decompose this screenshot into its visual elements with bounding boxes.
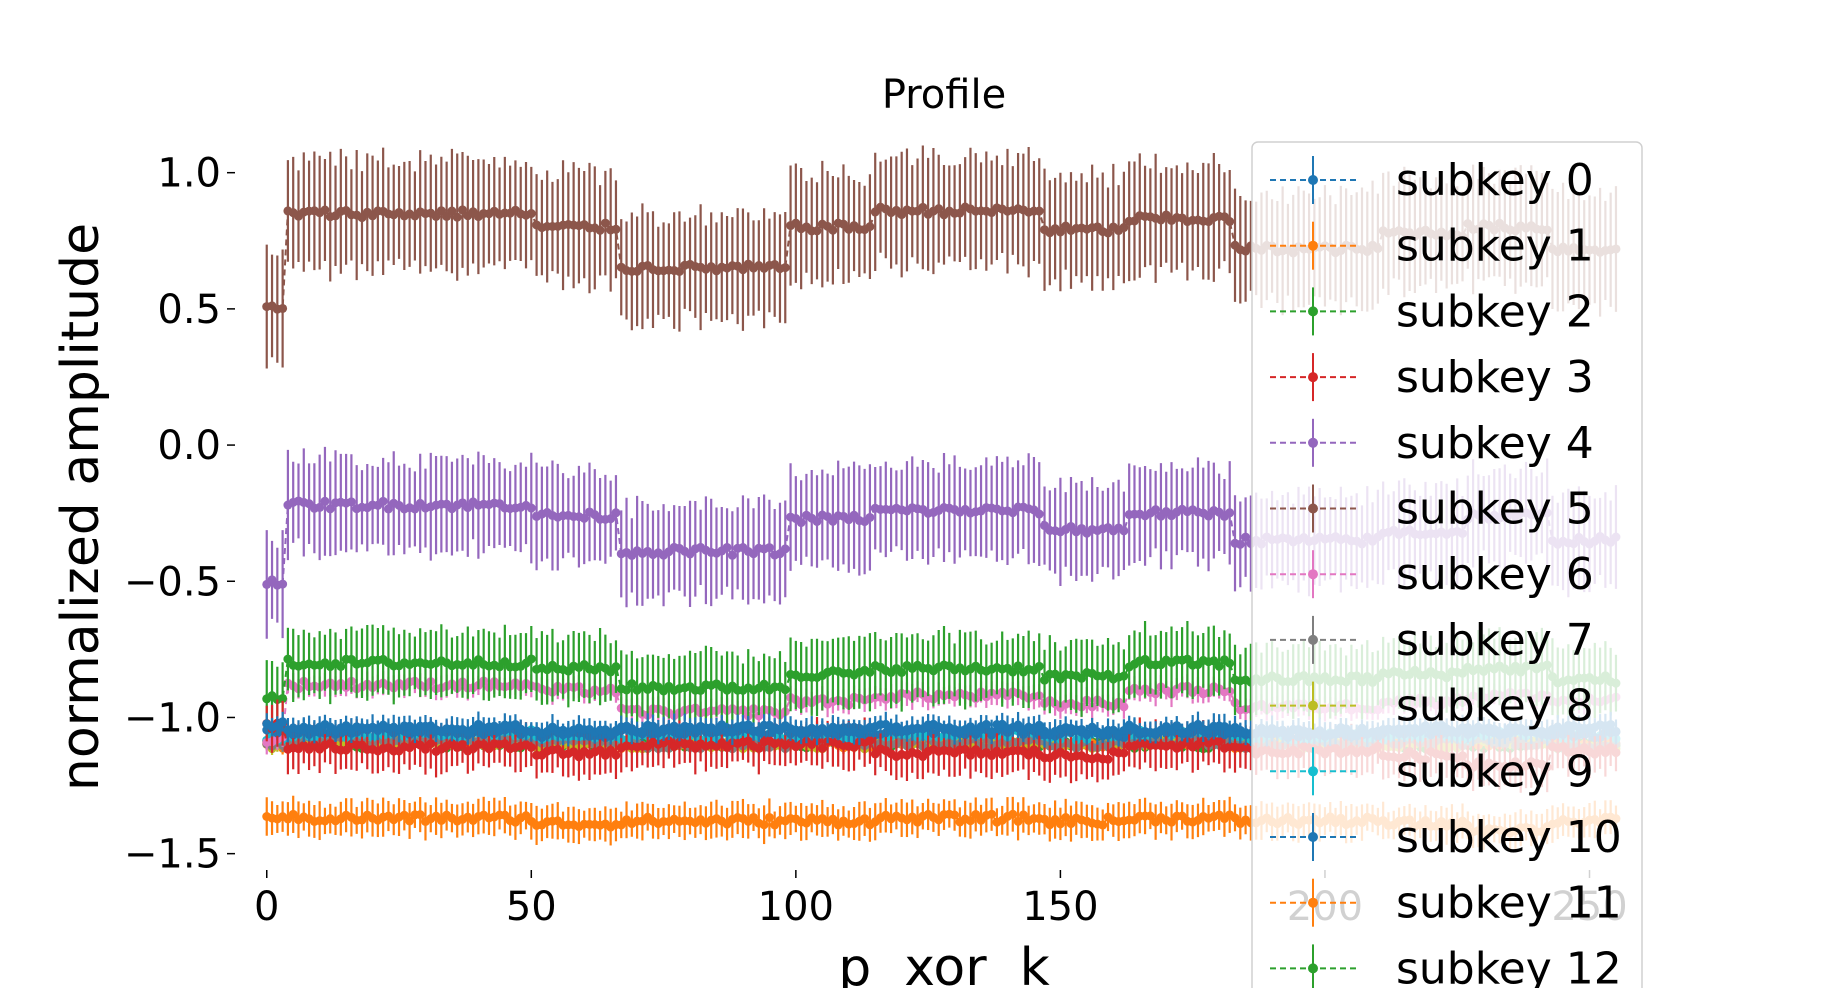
data-point [1034, 661, 1044, 671]
y-tick-label: 1.0 [157, 151, 221, 197]
y-tick-label: −0.5 [124, 559, 221, 605]
x-tick-label: 150 [1022, 884, 1098, 930]
chart-title: Profile [882, 72, 1006, 118]
y-tick-label: 0.5 [157, 287, 221, 333]
x-tick-label: 0 [254, 884, 279, 930]
data-point [1119, 702, 1129, 712]
data-point [526, 742, 536, 752]
data-point [1225, 658, 1235, 668]
data-point [278, 717, 288, 727]
data-point [1103, 754, 1113, 764]
data-point [780, 685, 790, 695]
data-point [611, 662, 621, 672]
data-point [426, 739, 436, 749]
data-point [336, 661, 346, 671]
y-tick-label: −1.5 [124, 832, 221, 878]
data-point [1119, 671, 1129, 681]
x-axis-label: p xor k [838, 938, 1050, 988]
y-tick-label: −1.0 [124, 695, 221, 741]
y-tick-label: 0.0 [157, 423, 221, 469]
x-tick-label: 100 [758, 884, 834, 930]
data-point [526, 654, 536, 664]
data-point [865, 736, 875, 746]
y-axis-label: normalized amplitude [51, 223, 111, 791]
data-point [611, 750, 621, 760]
data-point [754, 711, 764, 721]
y-axis: 1.0 0.5 0.0 −0.5 −1.0 −1.5 [124, 151, 235, 878]
x-tick-label: 50 [506, 884, 557, 930]
